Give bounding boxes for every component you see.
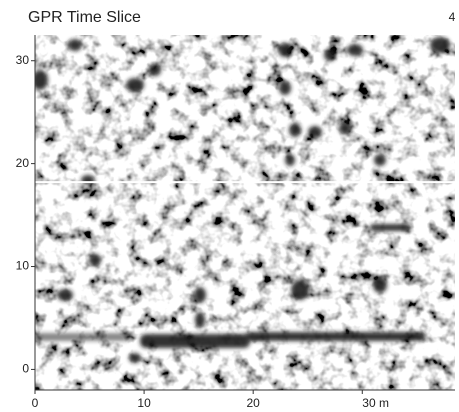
x-tick-label: 30 m	[362, 396, 389, 410]
y-tick-label: 0	[22, 362, 29, 376]
y-tick-label: 10	[16, 259, 30, 273]
annotation: 4	[449, 10, 456, 24]
chart-title: GPR Time Slice	[28, 9, 141, 26]
x-tick-label: 10	[137, 396, 151, 410]
x-tick-label: 20	[247, 396, 261, 410]
y-tick-label: 30	[16, 53, 30, 67]
slice-image	[35, 35, 455, 390]
y-tick-label: 20	[16, 156, 30, 170]
x-tick-label: 0	[32, 396, 39, 410]
